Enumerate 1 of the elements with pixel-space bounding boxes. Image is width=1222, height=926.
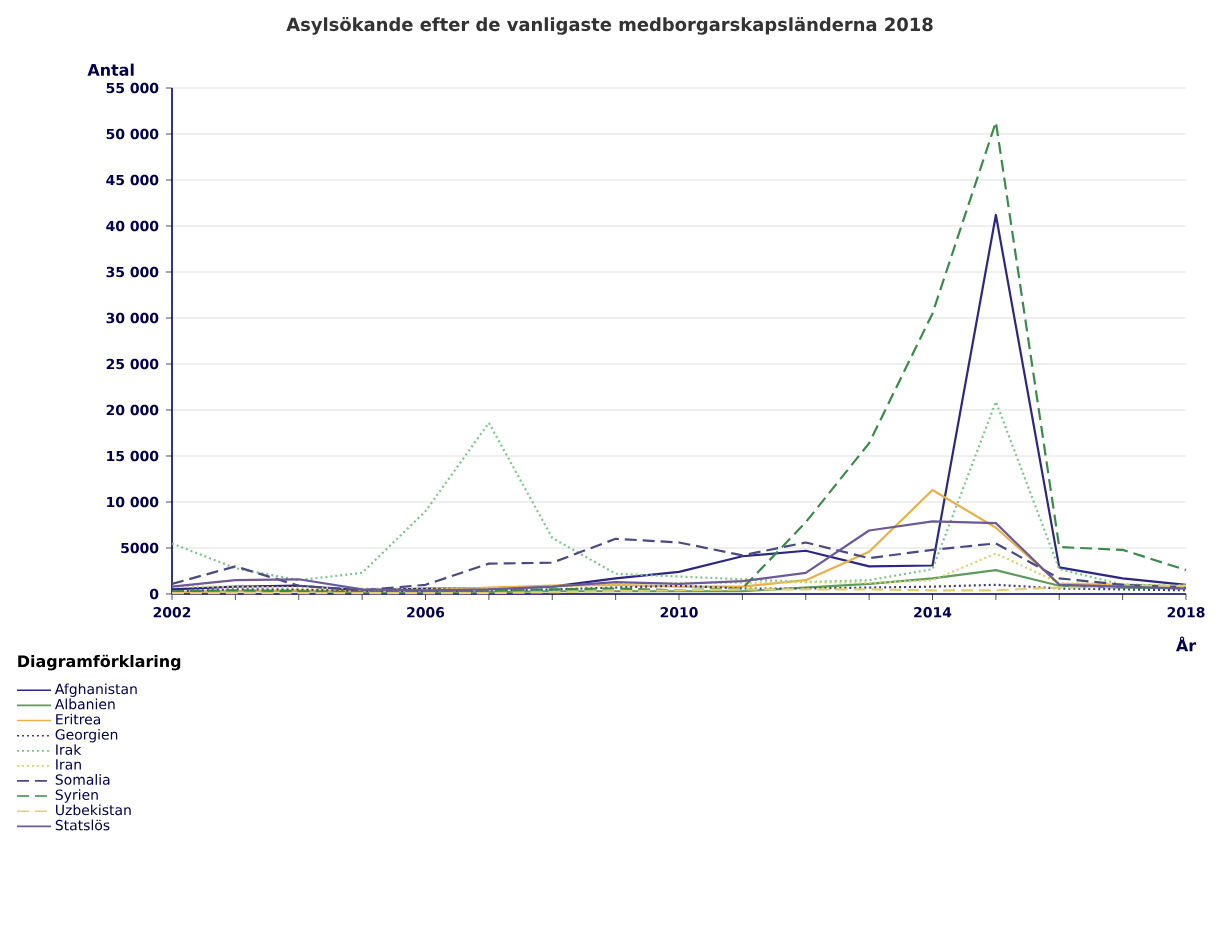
chart-title: Asylsökande efter de vanligaste medborgarskapsländerna 2018 [286, 17, 933, 35]
